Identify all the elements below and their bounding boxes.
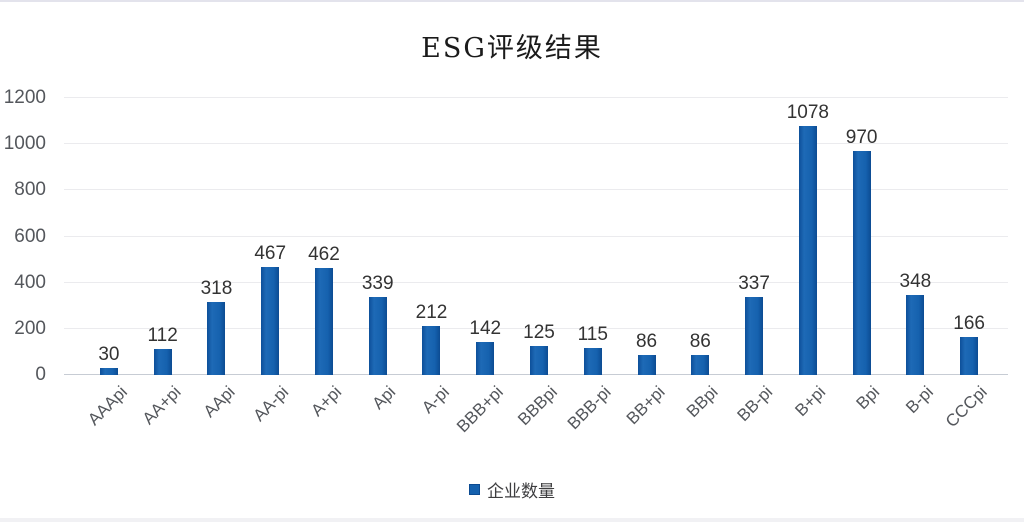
x-tick-label-BBBpi: BBBpi	[513, 382, 561, 430]
gridline-1000	[64, 143, 1008, 145]
bar-slot-BB+pi: 86 BB+pi	[620, 98, 674, 428]
value-label-AA+pi: 112	[147, 325, 178, 347]
bar-Bpi	[852, 151, 871, 375]
bar-BB+pi	[637, 355, 656, 375]
gridline-800	[64, 189, 1008, 191]
x-tick-label-B+pi: B+pi	[791, 382, 830, 421]
x-tick-label-BB+pi: BB+pi	[622, 382, 669, 429]
y-tick-label-400: 400	[14, 271, 46, 293]
x-tick-label-BBB+pi: BBB+pi	[453, 382, 507, 437]
bar-slot-B+pi: 1078 B+pi	[781, 98, 835, 420]
bar-slot-Bpi: 970 Bpi	[835, 98, 889, 413]
y-tick-label-800: 800	[14, 179, 46, 201]
bar-slot-AAApi: 30 AAApi	[82, 98, 136, 429]
x-tick-label-AA-pi: AA-pi	[249, 382, 292, 426]
bar-Api	[368, 296, 387, 375]
bar-slot-A-pi: 212 A-pi	[405, 98, 459, 417]
bar-slot-AApi: 318 AApi	[190, 98, 244, 422]
bar-AApi	[207, 301, 226, 375]
bar-slot-BBpi: 86 BBpi	[673, 98, 727, 421]
x-tick-label-BB-pi: BB-pi	[732, 382, 776, 426]
x-tick-label-B-pi: B-pi	[902, 382, 938, 418]
y-tick-label-1200: 1200	[3, 87, 46, 108]
bar-BBBpi	[530, 346, 548, 375]
bar-AAApi	[99, 368, 118, 375]
value-label-A-pi: 212	[415, 302, 448, 324]
x-tick-label-CCCpi: CCCpi	[942, 382, 991, 432]
x-tick-label-Bpi: Bpi	[852, 382, 884, 414]
x-tick-label-Api: Api	[368, 382, 400, 414]
bar-slot-B-pi: 348 B-pi	[888, 98, 942, 417]
bar-slot-BBB+pi: 142 BBB+pi	[453, 98, 512, 436]
bar-AA+pi	[153, 349, 172, 375]
bar-B+pi	[798, 126, 817, 375]
value-label-AA-pi: 467	[254, 243, 287, 265]
gridline-200	[64, 327, 1008, 329]
bar-B-pi	[906, 294, 925, 375]
y-tick-label-200: 200	[14, 317, 46, 339]
bar-slot-BB-pi: 337 BB-pi	[727, 98, 781, 425]
y-axis: 0 200 400 600 800 1000 1200	[0, 87, 54, 385]
legend: 企业数量	[0, 477, 1024, 502]
bar-BBB+pi	[476, 342, 495, 375]
value-label-BB-pi: 337	[738, 273, 770, 295]
bar-CCCpi	[960, 336, 979, 375]
x-tick-label-BBpi: BBpi	[683, 382, 723, 422]
value-label-Bpi: 970	[845, 127, 878, 149]
y-tick-label-0: 0	[35, 364, 46, 385]
x-tick-label-A+pi: A+pi	[307, 382, 346, 421]
value-label-Api: 339	[361, 272, 394, 294]
value-label-CCCpi: 166	[953, 312, 985, 334]
y-tick-label-1000: 1000	[3, 133, 46, 155]
x-tick-label-A-pi: A-pi	[418, 382, 454, 418]
bars-row: 30 AAApi 112 AA+pi 318 AApi 467 AA-pi 462 A+pi 339…	[64, 98, 1008, 436]
x-tick-label-AA+pi: AA+pi	[138, 382, 185, 429]
chart-title: ESG评级结果	[421, 33, 603, 64]
value-label-A+pi: 462	[308, 244, 340, 266]
value-label-AAApi: 30	[98, 344, 120, 366]
bar-BB-pi	[745, 297, 764, 375]
value-label-BBB-pi: 115	[577, 324, 608, 346]
gridline-600	[64, 235, 1008, 237]
value-label-BBBpi: 125	[523, 322, 555, 344]
bar-A+pi	[314, 268, 333, 375]
gridline-1200	[64, 97, 1008, 98]
bar-A-pi	[422, 326, 441, 375]
y-tick-label-600: 600	[14, 225, 46, 247]
bar-BBB-pi	[583, 348, 602, 375]
legend-swatch-icon	[469, 484, 480, 495]
legend-label: 企业数量	[487, 482, 555, 501]
value-label-B+pi: 1078	[786, 102, 829, 124]
bar-AA-pi	[261, 267, 280, 375]
bar-slot-BBBpi: 125 BBBpi	[512, 98, 566, 429]
bar-slot-AA-pi: 467 AA-pi	[243, 98, 297, 425]
value-label-BBB+pi: 142	[469, 318, 502, 340]
x-tick-label-BBB-pi: BBB-pi	[563, 382, 615, 434]
bar-slot-CCCpi: 166 CCCpi	[942, 98, 996, 431]
bar-slot-BBB-pi: 115 BBB-pi	[564, 98, 620, 433]
value-label-BB+pi: 86	[635, 331, 658, 353]
value-label-AApi: 318	[200, 277, 233, 299]
plot-area: 30 AAApi 112 AA+pi 318 AApi 467 AA-pi 462 A+pi 339…	[64, 97, 1008, 436]
bar-slot-A+pi: 462 A+pi	[297, 98, 351, 420]
value-label-BBpi: 86	[689, 331, 711, 353]
x-tick-label-AApi: AApi	[199, 382, 239, 422]
bar-BBpi	[691, 355, 710, 375]
x-tick-label-AAApi: AAApi	[83, 382, 131, 430]
bar-slot-AA+pi: 112 AA+pi	[136, 98, 190, 428]
value-label-B-pi: 348	[899, 270, 932, 292]
bar-slot-Api: 339 Api	[351, 98, 405, 413]
gridline-400	[64, 281, 1008, 283]
